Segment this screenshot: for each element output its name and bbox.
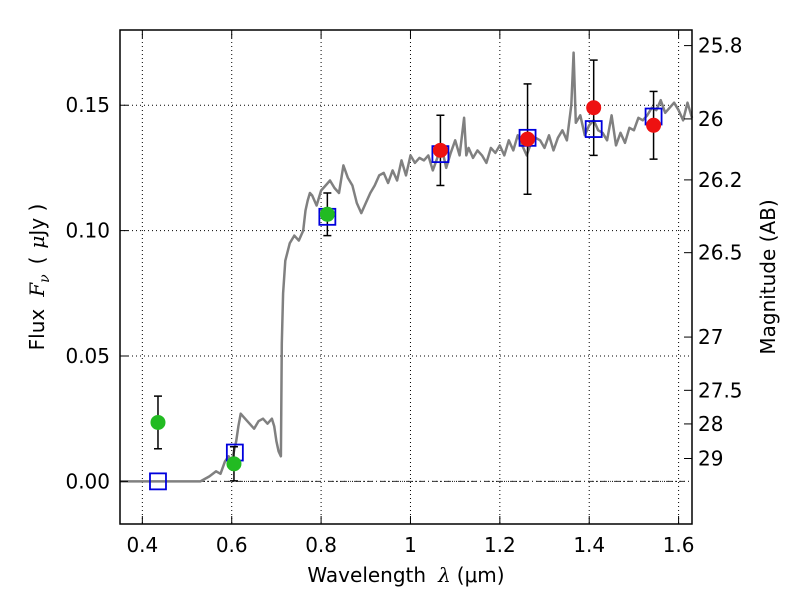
- y-tick-label: 0.10: [65, 219, 110, 243]
- red-data-point: [646, 117, 662, 133]
- y-tick-label: 0.15: [65, 93, 110, 117]
- model-flux-square: [584, 120, 603, 138]
- y-tick-label: 0.05: [65, 344, 110, 368]
- y2-tick-label: 26: [698, 107, 723, 131]
- y2-tick-label: 27: [698, 325, 723, 349]
- x-tick-label: 0.4: [126, 533, 158, 557]
- red-data-point: [520, 131, 536, 147]
- plot-frame: [119, 29, 693, 525]
- y2-tick-label: 26.2: [698, 168, 743, 192]
- model-flux-squares: [149, 107, 663, 491]
- red-data-point: [432, 142, 448, 158]
- y-axis-title: FluxFν(μJy ): [25, 204, 53, 351]
- y2-tick-label: 25.8: [698, 34, 743, 58]
- y2-tick-label: 29: [698, 447, 723, 471]
- y2-tick-label: 28: [698, 412, 723, 436]
- x-tick-label: 1.6: [663, 533, 695, 557]
- x-axis-title: Wavelength λ (μm): [307, 563, 504, 587]
- axis-ticks: 0.4 0.6 0.8 1 1.2 1.4 1.6 0.00 0.05 0.10 0.15 25.8 2…: [65, 30, 743, 557]
- green-data-point: [319, 206, 335, 222]
- x-tick-label: 1.2: [484, 533, 516, 557]
- y2-tick-label: 27.5: [698, 378, 743, 402]
- red-data-point: [586, 100, 602, 116]
- grid-lines: [120, 30, 692, 524]
- green-data-point: [150, 414, 166, 430]
- x-tick-label: 0.8: [305, 533, 337, 557]
- green-data-point: [226, 456, 242, 472]
- x-tick-label: 0.6: [216, 533, 248, 557]
- model-flux-square: [149, 472, 167, 491]
- y-tick-label: 0.00: [65, 469, 110, 493]
- photometry-points: [150, 100, 662, 472]
- x-tick-label: 1.4: [573, 533, 605, 557]
- model-spectrum-line: [120, 51, 694, 483]
- y2-axis-title: Magnitude (AB): [756, 199, 780, 354]
- x-tick-label: 1: [404, 533, 417, 557]
- y2-tick-label: 26.5: [698, 241, 743, 265]
